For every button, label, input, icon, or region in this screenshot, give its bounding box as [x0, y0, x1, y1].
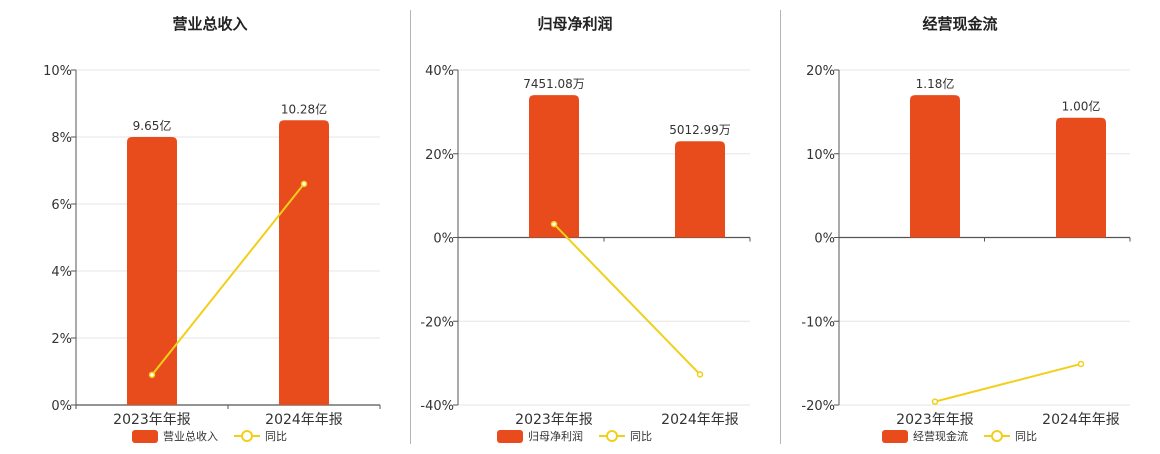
- panel-divider: [410, 10, 411, 444]
- bar-data-label: 1.18亿: [916, 76, 955, 91]
- x-tick-label: 2023年年报: [896, 412, 974, 428]
- y-tick-label: 0%: [51, 399, 72, 414]
- bar: [675, 141, 725, 238]
- y-tick-label: 20%: [806, 64, 835, 79]
- chart-panel-cash-flow: 经营现金流 -20% -10% 0% 10% 20% 1.18亿 1.00亿 2023年年报 20…: [781, 0, 1160, 450]
- y-tick-label: 10%: [806, 148, 835, 163]
- chart-title: 营业总收入: [172, 15, 247, 33]
- legend-swatch-bar: [882, 430, 908, 443]
- y-tick-label: -20%: [801, 399, 835, 414]
- yoy-point: [931, 398, 939, 405]
- bar-data-label: 10.28亿: [281, 101, 327, 116]
- y-tick-label: 2%: [51, 332, 72, 347]
- y-tick-label: -20%: [420, 315, 454, 330]
- yoy-line: [151, 183, 305, 376]
- legend-swatch-marker: [606, 430, 618, 442]
- legend-swatch-marker: [241, 430, 253, 442]
- chart-title: 经营现金流: [922, 15, 997, 33]
- chart-svg-net-profit: 归母净利润 -40% -20% 0% 20% 40% 7451.08万 5012.99万 202…: [420, 15, 751, 443]
- yoy-line: [934, 362, 1082, 403]
- yoy-line: [553, 223, 701, 376]
- yoy-point: [148, 371, 156, 379]
- bar: [910, 95, 960, 238]
- x-tick-label: 2024年年报: [265, 412, 343, 428]
- y-tick-label: 4%: [51, 265, 72, 280]
- chart-title: 归母净利润: [537, 15, 612, 33]
- legend-label-bar: 营业总收入: [163, 429, 218, 443]
- x-tick-label: 2024年年报: [1042, 412, 1120, 428]
- x-tick-label: 2024年年报: [661, 412, 739, 428]
- bar-data-label: 9.65亿: [133, 118, 172, 133]
- legend-swatch-bar: [497, 430, 523, 443]
- panel-divider: [780, 10, 781, 444]
- bar: [279, 120, 329, 405]
- chart-panel-net-profit: 归母净利润 -40% -20% 0% 20% 40% 7451.08万 5012.99万 202…: [411, 0, 780, 450]
- legend-label-bar: 经营现金流: [913, 429, 968, 443]
- chart-panel-revenue: 营业总收入 0% 2% 4% 6% 8% 10% 9.65亿 10.28亿 2023年年报 2024…: [0, 0, 410, 450]
- y-tick-label: 8%: [51, 131, 72, 146]
- bar: [127, 137, 177, 405]
- bar-data-label: 5012.99万: [669, 123, 731, 137]
- chart-svg-revenue: 营业总收入 0% 2% 4% 6% 8% 10% 9.65亿 10.28亿 2023年年报 2024…: [43, 15, 381, 443]
- y-tick-label: -40%: [420, 399, 454, 414]
- yoy-point: [300, 180, 308, 188]
- legend-swatch-bar: [132, 430, 158, 443]
- yoy-point: [550, 220, 558, 228]
- y-tick-label: 20%: [425, 148, 454, 163]
- y-tick-label: 0%: [814, 232, 835, 247]
- bar-data-label: 7451.08万: [523, 77, 585, 91]
- y-tick-label: 6%: [51, 198, 72, 213]
- bar: [1056, 117, 1106, 238]
- legend-label-line: 同比: [265, 430, 287, 443]
- bar: [529, 95, 579, 238]
- yoy-point: [696, 371, 704, 378]
- yoy-point: [1077, 360, 1085, 368]
- x-tick-label: 2023年年报: [113, 412, 191, 428]
- legend-label-line: 同比: [630, 430, 652, 443]
- legend-label-bar: 归母净利润: [528, 429, 583, 443]
- y-tick-label: 40%: [425, 64, 454, 79]
- bar-data-label: 1.00亿: [1062, 99, 1101, 114]
- legend-label-line: 同比: [1015, 430, 1037, 443]
- x-tick-label: 2023年年报: [515, 412, 593, 428]
- y-tick-label: -10%: [801, 315, 835, 330]
- y-tick-label: 0%: [433, 232, 454, 247]
- chart-svg-cash-flow: 经营现金流 -20% -10% 0% 10% 20% 1.18亿 1.00亿 2023年年报 20…: [801, 15, 1131, 443]
- legend-swatch-marker: [991, 430, 1003, 442]
- y-tick-label: 10%: [43, 64, 72, 79]
